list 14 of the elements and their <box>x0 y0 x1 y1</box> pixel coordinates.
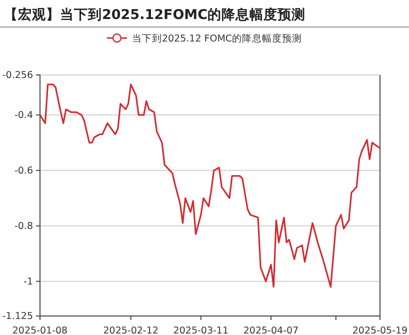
x-tick-label: 2025-05-19 <box>352 325 408 335</box>
y-tick-label: -1 <box>24 276 33 288</box>
x-tick-label: 2025-02-12 <box>103 325 158 335</box>
y-tick-label: -0.4 <box>14 110 33 121</box>
x-tick-label: 2025-03-11 <box>173 325 229 335</box>
y-tick-label: -0.256 <box>2 70 33 82</box>
x-tick-label: 2025-01-08 <box>12 325 68 335</box>
chart-title: 【宏观】当下到2025.12FOMC的降息幅度预测 <box>4 6 306 23</box>
y-tick-label: -0.8 <box>14 220 33 232</box>
x-tick-label: 2025-04-07 <box>243 325 299 335</box>
y-tick-label: -1.125 <box>2 311 33 322</box>
y-tick-label: -0.6 <box>14 165 33 176</box>
line-series <box>39 84 381 288</box>
legend-label: 当下到2025.12 FOMC的降息幅度预测 <box>132 32 302 44</box>
